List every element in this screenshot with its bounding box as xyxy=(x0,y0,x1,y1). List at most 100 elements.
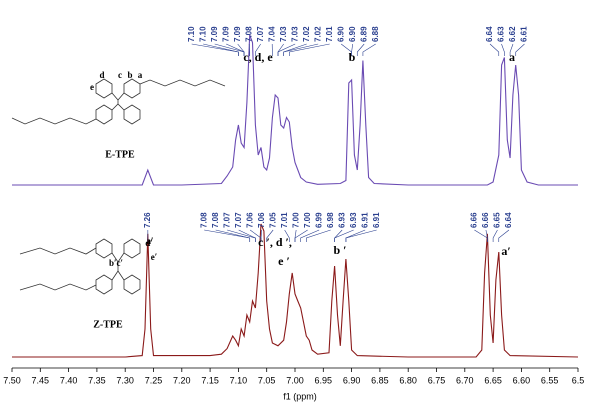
peak-label: 7.26 xyxy=(143,212,152,228)
peak-label: 6.93 xyxy=(349,212,358,228)
peak-assignment: a xyxy=(509,50,515,64)
peak-leader xyxy=(238,229,256,242)
peak-leader xyxy=(351,43,353,56)
peak-leader xyxy=(191,43,239,56)
peak-label: 7.01 xyxy=(280,212,289,228)
peak-label: 6.64 xyxy=(504,212,513,228)
peak-label: 7.02 xyxy=(302,26,311,42)
peak-label: 7.10 xyxy=(198,26,207,42)
structure-label: d′ xyxy=(145,238,153,248)
peak-label: 6.66 xyxy=(470,212,479,228)
peak-leader xyxy=(203,43,239,56)
x-tick-label: 7.35 xyxy=(88,375,106,385)
peak-label: 7.00 xyxy=(291,212,300,228)
peak-leader xyxy=(509,43,514,56)
peak-label: 7.09 xyxy=(221,26,230,42)
peak-label: 6.66 xyxy=(481,212,490,228)
peak-leader xyxy=(294,229,308,242)
x-tick-label: 7.30 xyxy=(116,375,134,385)
peak-label: 6.98 xyxy=(326,212,335,228)
x-tick-label: 6.90 xyxy=(343,375,361,385)
x-tick-label: 7.00 xyxy=(286,375,304,385)
peak-leader xyxy=(283,43,319,56)
peak-leader xyxy=(237,43,245,56)
spectrum xyxy=(12,34,578,186)
peak-leader xyxy=(501,43,505,56)
structure-label: e xyxy=(90,82,94,92)
peak-leader xyxy=(515,43,525,56)
structure-label: e′ xyxy=(151,252,158,262)
x-axis-title: f1 (ppm) xyxy=(283,391,317,401)
peak-label: 7.08 xyxy=(244,26,253,42)
peak-label: 7.06 xyxy=(245,212,254,228)
peak-leader xyxy=(306,229,331,242)
structure-label: c xyxy=(118,70,122,80)
peak-leader xyxy=(485,229,488,242)
peak-label: 7.09 xyxy=(210,26,219,42)
spectrum xyxy=(12,223,579,358)
x-tick-label: 7.50 xyxy=(3,375,21,385)
x-tick-label: 6.70 xyxy=(456,375,474,385)
peak-leader xyxy=(300,229,320,242)
x-tick-label: 7.05 xyxy=(258,375,276,385)
peak-label: 7.03 xyxy=(290,26,299,42)
peak-label: 6.61 xyxy=(520,26,529,42)
peak-label: 6.62 xyxy=(508,26,517,42)
peak-label: 6.90 xyxy=(348,26,357,42)
peak-label: 6.63 xyxy=(497,26,506,42)
peak-label: 7.07 xyxy=(222,212,231,228)
peak-label: 6.91 xyxy=(360,212,369,228)
peak-label: 7.08 xyxy=(211,212,220,228)
peak-label: 7.08 xyxy=(199,212,208,228)
z-structure xyxy=(19,238,141,295)
x-tick-label: 6.80 xyxy=(399,375,417,385)
peak-leader xyxy=(356,43,365,56)
peak-label: 7.02 xyxy=(313,26,322,42)
peak-label: 7.04 xyxy=(267,26,276,42)
peak-assignment: a′ xyxy=(501,244,510,258)
x-tick-label: 6.60 xyxy=(513,375,531,385)
x-tick-label: 6.55 xyxy=(541,375,559,385)
peak-label: 6.93 xyxy=(337,212,346,228)
structure-label: a xyxy=(138,70,143,80)
x-tick-label: 6.5 xyxy=(572,375,585,385)
x-tick-label: 7.25 xyxy=(145,375,163,385)
structure-label: d xyxy=(99,70,104,80)
peak-label: 6.65 xyxy=(493,212,502,228)
peak-label: 7.07 xyxy=(234,212,243,228)
peak-leader xyxy=(248,43,251,56)
peak-assignment: b xyxy=(349,50,356,64)
peak-leader xyxy=(345,229,377,242)
peak-label: 7.06 xyxy=(257,212,266,228)
x-tick-label: 7.20 xyxy=(173,375,191,385)
x-tick-label: 7.10 xyxy=(230,375,248,385)
peak-leader xyxy=(489,43,500,56)
x-tick-label: 6.95 xyxy=(315,375,333,385)
x-tick-label: 6.75 xyxy=(428,375,446,385)
x-tick-label: 6.65 xyxy=(484,375,502,385)
peak-leader xyxy=(362,43,376,56)
peak-leader xyxy=(474,229,488,242)
peak-label: 6.89 xyxy=(359,26,368,42)
x-tick-label: 6.85 xyxy=(371,375,389,385)
peak-leader xyxy=(492,229,498,242)
x-tick-label: 7.45 xyxy=(32,375,50,385)
x-tick-label: 7.15 xyxy=(201,375,219,385)
peak-label: 7.05 xyxy=(268,212,277,228)
peak-assignment: b ′ xyxy=(333,243,346,257)
peak-leader xyxy=(284,229,290,242)
peak-label: 7.00 xyxy=(303,212,312,228)
peak-leader xyxy=(334,229,343,242)
peak-label: 6.90 xyxy=(336,26,345,42)
peak-leader xyxy=(498,229,510,242)
peak-leader xyxy=(260,229,262,242)
peak-label: 7.07 xyxy=(256,26,265,42)
peak-leader xyxy=(215,229,251,242)
peak-label: 6.88 xyxy=(371,26,380,42)
e-structure xyxy=(11,78,226,125)
peak-leader xyxy=(334,229,354,242)
peak-label: 7.10 xyxy=(187,26,196,42)
peak-leader xyxy=(277,43,296,56)
peak-assignment: c ′, d ′, xyxy=(258,235,292,249)
